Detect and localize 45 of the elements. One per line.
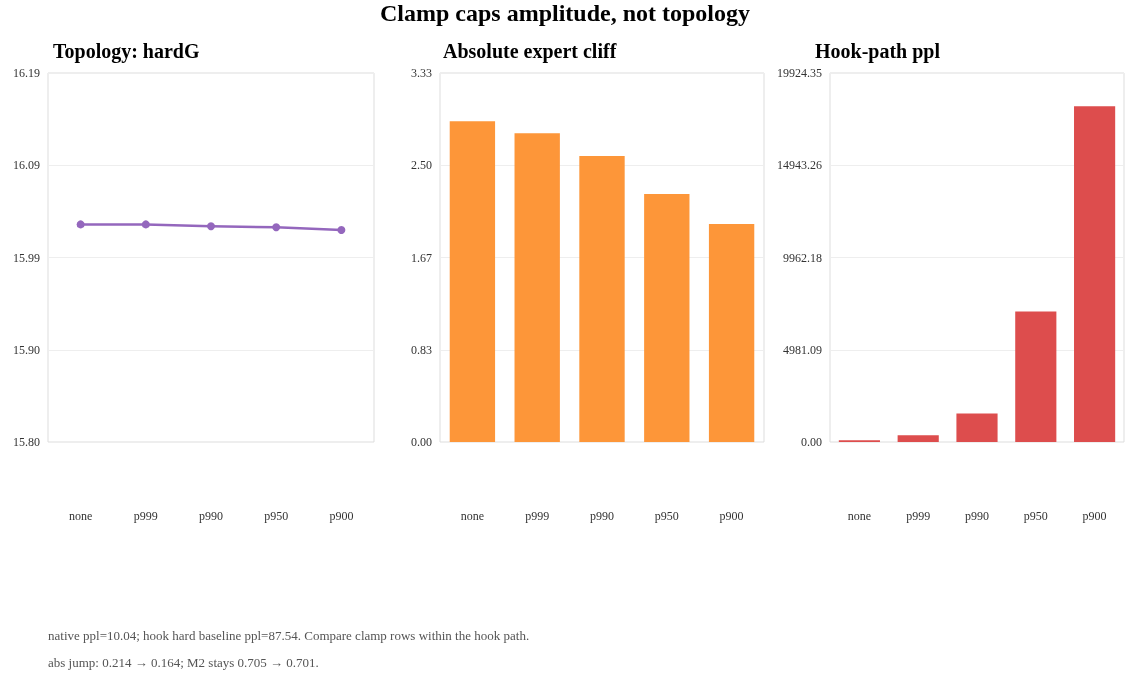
x-tick-label: p900 — [719, 509, 744, 523]
y-tick-label: 0.00 — [801, 435, 822, 449]
y-tick-label: 19924.35 — [777, 66, 822, 80]
y-tick-label: 2.50 — [411, 158, 432, 173]
y-tick-label: 16.19 — [13, 66, 40, 80]
x-tick-label: none — [68, 509, 93, 523]
x-tick-label: p990 — [590, 509, 614, 523]
x-tick-label: p990 — [965, 509, 989, 523]
bar — [579, 156, 625, 442]
y-tick-label: 15.99 — [13, 250, 40, 265]
x-tick-label: none — [460, 509, 485, 523]
bar — [1074, 106, 1116, 442]
y-tick-label: 15.80 — [13, 435, 40, 449]
x-tick-label: p999 — [906, 509, 931, 523]
y-tick-label: 15.90 — [13, 342, 40, 357]
x-tick-label: p900 — [329, 509, 354, 523]
y-tick-label: 16.09 — [13, 158, 40, 173]
bar — [449, 121, 496, 442]
text: abs jump: 0.214 → 0.164; M2 stays 0.705 → 0.701. — [48, 654, 320, 672]
y-tick-label: 14943.26 — [777, 158, 822, 173]
x-tick-label: p999 — [525, 509, 550, 523]
y-tick-label: 3.33 — [411, 66, 432, 80]
bar — [1015, 311, 1057, 442]
x-tick-label: p990 — [199, 509, 223, 523]
x-tick-label: p950 — [264, 509, 289, 523]
bar — [514, 133, 560, 442]
bar — [956, 413, 998, 442]
chart-title: Topology: hardG — [53, 40, 200, 63]
x-tick-label: p950 — [654, 509, 679, 523]
chart-title: Absolute expert cliff — [443, 40, 617, 63]
x-tick-label: p999 — [133, 509, 158, 523]
y-tick-label: 0.83 — [411, 342, 432, 357]
x-tick-label: none — [847, 509, 872, 523]
y-tick-label: 4981.09 — [783, 342, 822, 357]
y-tick-label: 1.67 — [411, 250, 432, 265]
bar — [644, 194, 690, 442]
bar — [708, 223, 755, 442]
text: native ppl=10.04; hook hard baseline ppl=87.54. Compare clamp rows within the hook path. — [48, 627, 530, 645]
y-tick-label: 9962.18 — [783, 250, 822, 265]
x-tick-label: p900 — [1082, 509, 1107, 523]
x-tick-label: p950 — [1023, 509, 1048, 523]
y-tick-label: 0.00 — [411, 435, 432, 449]
text: Clamp caps amplitude, not topology — [378, 0, 751, 27]
chart-title: Hook-path ppl — [815, 40, 941, 63]
bar — [897, 435, 939, 442]
